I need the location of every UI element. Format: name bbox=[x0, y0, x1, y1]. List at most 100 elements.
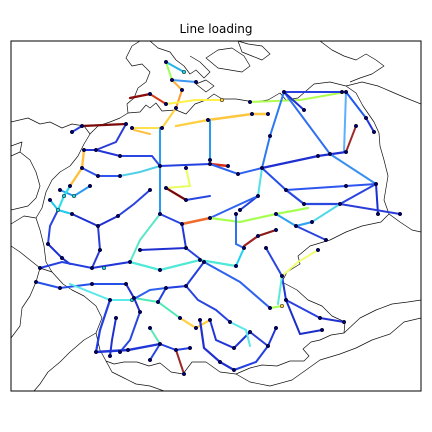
transmission-line bbox=[209, 195, 259, 219]
netherlands-coast bbox=[11, 141, 41, 211]
transmission-line bbox=[128, 258, 238, 272]
bus-node bbox=[267, 133, 273, 139]
transmission-line bbox=[256, 228, 278, 238]
transmission-line bbox=[339, 203, 401, 215]
transmission-line bbox=[80, 122, 128, 128]
bus-node bbox=[273, 325, 279, 331]
bus-nodes bbox=[33, 59, 403, 377]
transmission-line bbox=[165, 167, 192, 189]
transmission-line bbox=[229, 321, 251, 347]
bus-node bbox=[157, 341, 163, 347]
bus-node bbox=[57, 187, 63, 193]
transmission-line bbox=[265, 247, 283, 277]
bus-node bbox=[123, 121, 129, 127]
transmission-line bbox=[133, 129, 151, 135]
transmission-line bbox=[375, 183, 379, 215]
bus-node bbox=[255, 193, 261, 199]
bus-node bbox=[169, 77, 175, 83]
transmission-line bbox=[95, 123, 127, 151]
transmission-line bbox=[164, 186, 188, 202]
bus-node bbox=[117, 349, 123, 355]
bus-node bbox=[265, 343, 271, 349]
transmission-line bbox=[285, 299, 321, 319]
transmission-line bbox=[161, 107, 177, 129]
bus-node bbox=[219, 97, 225, 103]
bus-node bbox=[247, 329, 253, 335]
bus-node bbox=[183, 165, 189, 171]
bus-node bbox=[155, 299, 161, 305]
transmission-line bbox=[91, 225, 102, 269]
transmission-line bbox=[284, 188, 342, 206]
bus-node bbox=[117, 153, 123, 159]
bus-node bbox=[249, 111, 255, 117]
bus-node bbox=[123, 281, 129, 287]
transmission-line bbox=[181, 223, 187, 249]
transmission-line bbox=[174, 118, 210, 128]
transmission-line bbox=[131, 287, 167, 301]
transmission-lines bbox=[35, 61, 401, 375]
germany-border bbox=[35, 81, 390, 375]
transmission-line bbox=[81, 167, 121, 177]
bus-node bbox=[69, 129, 75, 135]
transmission-line bbox=[149, 327, 161, 345]
bus-node bbox=[67, 183, 73, 189]
bus-node bbox=[217, 359, 223, 365]
bus-node bbox=[207, 161, 213, 167]
benelux-border bbox=[11, 215, 37, 225]
bus-node bbox=[319, 327, 325, 333]
transmission-line bbox=[329, 153, 377, 185]
bus-node bbox=[159, 125, 165, 131]
transmission-line bbox=[175, 89, 183, 109]
bus-node bbox=[265, 111, 271, 117]
transmission-line bbox=[281, 275, 287, 301]
transmission-line bbox=[185, 195, 211, 201]
bus-node bbox=[263, 245, 269, 251]
map-frame bbox=[10, 40, 422, 392]
transmission-line bbox=[117, 189, 151, 217]
transmission-line bbox=[249, 91, 347, 103]
denmark-coast bbox=[125, 41, 211, 114]
transmission-line bbox=[47, 209, 59, 245]
bus-node bbox=[131, 295, 137, 301]
bus-node bbox=[127, 259, 133, 265]
bus-node bbox=[197, 317, 203, 323]
bus-node bbox=[147, 325, 153, 331]
bus-node bbox=[181, 371, 187, 377]
transmission-line bbox=[39, 260, 93, 269]
transmission-line bbox=[285, 299, 323, 336]
transmission-line bbox=[277, 275, 283, 305]
bus-node bbox=[197, 257, 203, 263]
bus-node bbox=[259, 165, 265, 171]
bus-node bbox=[301, 107, 307, 113]
bus-node bbox=[267, 305, 273, 311]
bus-node bbox=[373, 181, 379, 187]
bus-node bbox=[327, 151, 333, 157]
bus-node bbox=[341, 319, 347, 325]
bus-node bbox=[323, 237, 329, 243]
transmission-line bbox=[345, 91, 367, 119]
bus-node bbox=[317, 315, 323, 321]
bus-node bbox=[79, 165, 85, 171]
bus-node bbox=[147, 187, 153, 193]
transmission-line bbox=[129, 213, 161, 263]
map-canvas bbox=[11, 41, 421, 391]
bus-node bbox=[231, 345, 237, 351]
transmission-line bbox=[281, 249, 319, 277]
bus-node bbox=[353, 123, 359, 129]
bus-node bbox=[137, 247, 143, 253]
bus-node bbox=[93, 349, 99, 355]
transmission-line bbox=[119, 311, 141, 353]
bus-node bbox=[33, 279, 39, 285]
transmission-line bbox=[71, 213, 119, 228]
transmission-line bbox=[235, 213, 245, 249]
bus-node bbox=[163, 59, 169, 65]
bus-node bbox=[125, 347, 131, 353]
bus-node bbox=[237, 207, 243, 213]
transmission-line bbox=[235, 247, 245, 267]
transmission-line bbox=[242, 234, 260, 248]
transmission-line bbox=[261, 91, 285, 169]
transmission-line bbox=[198, 318, 236, 372]
bus-node bbox=[343, 89, 349, 95]
bus-node bbox=[293, 223, 299, 229]
bus-node bbox=[113, 315, 119, 321]
